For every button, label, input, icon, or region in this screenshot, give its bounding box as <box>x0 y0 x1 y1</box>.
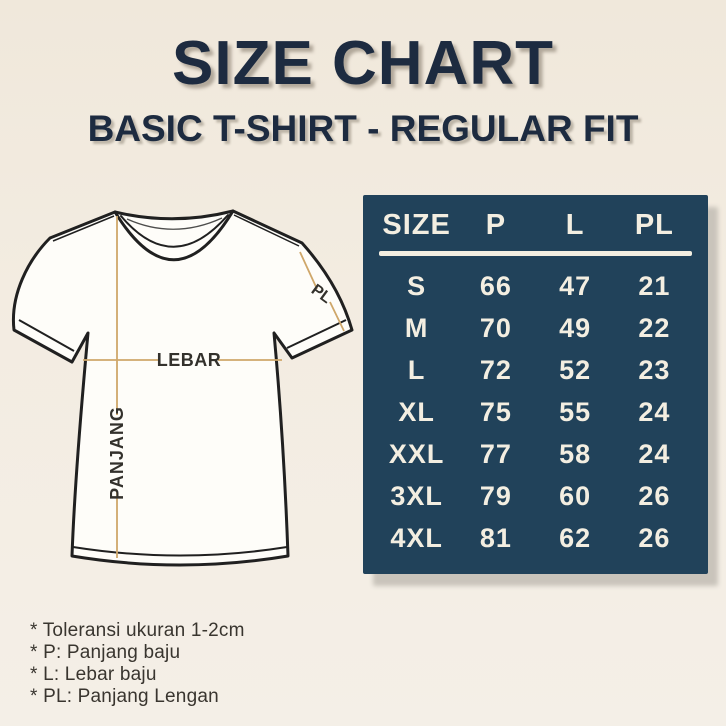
table-row: XXL 77 58 24 <box>363 433 708 475</box>
cell-pl: 26 <box>638 522 671 553</box>
column-header-p: P <box>485 208 507 241</box>
cell-pl: 24 <box>638 396 671 427</box>
cell-p: 72 <box>479 354 512 385</box>
tshirt-outline <box>11 209 354 567</box>
cell-size: XXL <box>388 438 445 469</box>
note-p-definition: * P: Panjang baju <box>30 642 181 663</box>
table-row: S 66 47 21 <box>363 265 708 307</box>
collar-inner-line <box>120 214 229 248</box>
cell-p: 79 <box>479 480 512 511</box>
size-table-body: S 66 47 21 M 70 49 22 L 72 52 23 XL 75 5… <box>363 265 708 559</box>
note-tolerance: * Toleransi ukuran 1-2cm <box>30 620 245 641</box>
cell-l: 52 <box>559 354 592 385</box>
size-table-header: SIZE P L PL <box>363 205 708 245</box>
column-header-l: L <box>565 208 585 241</box>
note-pl-definition: * PL: Panjang Lengan <box>30 686 219 707</box>
cell-p: 75 <box>479 396 512 427</box>
footnotes: * Toleransi ukuran 1-2cm * P: Panjang ba… <box>30 620 245 708</box>
cell-pl: 22 <box>638 312 671 343</box>
cell-p: 77 <box>479 438 512 469</box>
page-title: SIZE CHART <box>172 29 554 98</box>
cell-l: 60 <box>559 480 592 511</box>
measurement-lines <box>83 216 345 558</box>
column-header-size: SIZE <box>382 208 451 241</box>
cell-l: 58 <box>559 438 592 469</box>
length-label: PANJANG <box>107 406 127 500</box>
cell-l: 47 <box>559 270 592 301</box>
cell-size: 3XL <box>390 480 443 511</box>
cell-size: 4XL <box>390 522 443 553</box>
table-row: 4XL 81 62 26 <box>363 517 708 559</box>
width-label: LEBAR <box>157 350 222 370</box>
cell-p: 66 <box>479 270 512 301</box>
cell-pl: 21 <box>638 270 671 301</box>
sleeve-line-bottom <box>329 301 345 332</box>
note-l-definition: * L: Lebar baju <box>30 664 157 685</box>
cell-l: 62 <box>559 522 592 553</box>
right-shoulder-seam <box>233 214 300 247</box>
cell-l: 49 <box>559 312 592 343</box>
cell-pl: 26 <box>638 480 671 511</box>
table-row: L 72 52 23 <box>363 349 708 391</box>
cell-p: 70 <box>479 312 512 343</box>
size-table: SIZE P L PL S 66 47 21 M 70 49 22 L 72 5… <box>363 195 708 574</box>
column-header-pl: PL <box>634 208 674 241</box>
page-subtitle: BASIC T-SHIRT - REGULAR FIT <box>87 108 639 149</box>
cell-size: L <box>407 354 426 385</box>
header-divider <box>379 251 692 256</box>
table-row: XL 75 55 24 <box>363 391 708 433</box>
cell-size: XL <box>398 396 435 427</box>
cell-size: S <box>407 270 427 301</box>
cell-pl: 23 <box>638 354 671 385</box>
table-row: 3XL 79 60 26 <box>363 475 708 517</box>
back-neck-line <box>126 217 223 230</box>
table-row: M 70 49 22 <box>363 307 708 349</box>
left-cuff-line <box>18 319 75 352</box>
sleeve-line-top <box>299 251 318 290</box>
cell-pl: 24 <box>638 438 671 469</box>
left-shoulder-seam <box>52 215 115 242</box>
cell-l: 55 <box>559 396 592 427</box>
cell-p: 81 <box>479 522 512 553</box>
hem-line <box>72 546 288 557</box>
cell-size: M <box>404 312 429 343</box>
collar-outer-line <box>113 209 235 262</box>
tshirt-diagram: LEBAR PANJANG PL <box>11 209 354 567</box>
right-cuff-line <box>286 319 347 349</box>
